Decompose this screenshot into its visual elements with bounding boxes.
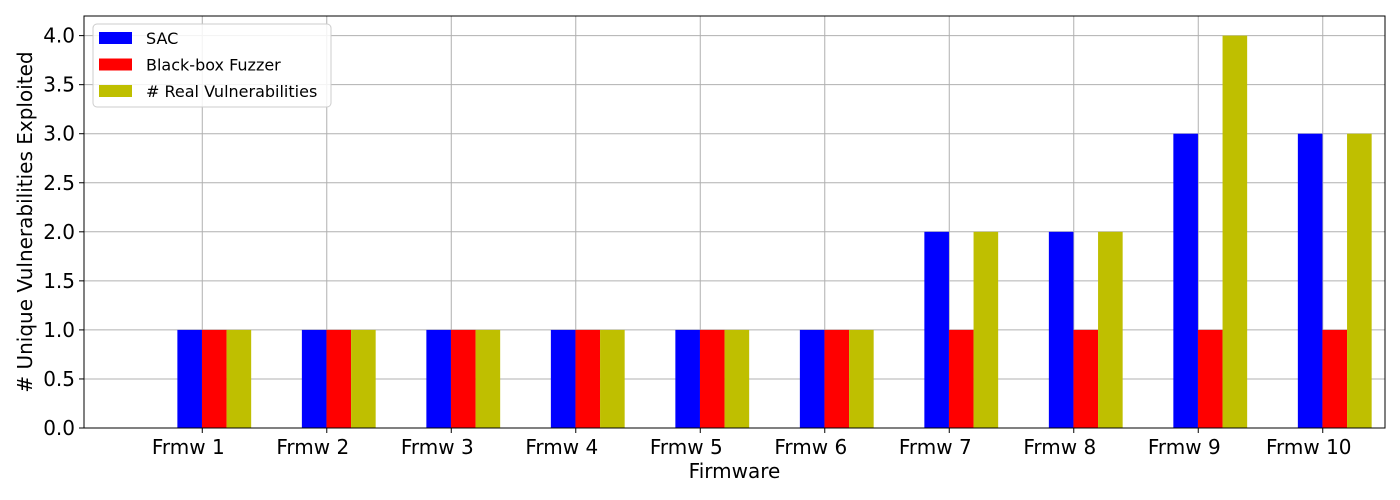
y-tick-label: 3.5	[43, 73, 75, 97]
bar	[450, 329, 476, 428]
bar	[426, 329, 451, 428]
bar	[824, 329, 850, 428]
bar	[1297, 133, 1323, 428]
bar	[177, 329, 202, 428]
y-tick-label: 1.0	[43, 318, 75, 342]
bar	[724, 329, 750, 428]
x-tick-label: Frmw 7	[899, 435, 972, 459]
x-axis-label: Firmware	[689, 459, 781, 483]
bar	[351, 329, 376, 428]
x-tick-label: Frmw 3	[401, 435, 474, 459]
bar	[699, 329, 725, 428]
plot-frame	[83, 15, 1386, 429]
x-tick-label: Frmw 6	[774, 435, 847, 459]
bars	[177, 35, 1372, 428]
bar	[849, 329, 874, 428]
legend: SAC Black-box Fuzzer # Real Vulnerabilitie…	[92, 23, 332, 108]
bar	[1222, 35, 1248, 428]
x-axis: Frmw 1 Frmw 2 Frmw 3 Frmw 4 Frmw 5 Frmw 6 Frmw…	[152, 428, 1352, 459]
bar	[948, 329, 974, 428]
bar	[226, 329, 252, 428]
y-tick-label: 1.5	[43, 269, 75, 293]
x-tick-label: Frmw 10	[1266, 435, 1352, 459]
legend-label: # Real Vulnerabilities	[146, 82, 317, 101]
y-axis-label: # Unique Vulnerabilities Exploited	[13, 51, 37, 392]
x-tick-label: Frmw 2	[276, 435, 349, 459]
x-tick-label: Frmw 1	[152, 435, 225, 459]
y-tick-label: 3.0	[43, 122, 75, 146]
bar	[1322, 329, 1348, 428]
bar	[475, 329, 501, 428]
y-axis: 0.0 0.5 1.0 1.5 2.0 2.5 3.0 3.5 4.0	[43, 24, 84, 440]
bar	[301, 329, 327, 428]
bar	[799, 329, 825, 428]
x-tick-label: Frmw 5	[650, 435, 723, 459]
bar	[600, 329, 625, 428]
bar	[924, 231, 949, 428]
bar	[1048, 231, 1074, 428]
bar	[1073, 329, 1099, 428]
bar	[675, 329, 700, 428]
bar	[326, 329, 352, 428]
x-tick-label: Frmw 8	[1023, 435, 1096, 459]
legend-box	[92, 23, 332, 108]
bar	[575, 329, 601, 428]
x-tick-label: Frmw 9	[1148, 435, 1221, 459]
bar	[1197, 329, 1223, 428]
y-tick-label: 4.0	[43, 24, 75, 48]
legend-swatch	[99, 85, 132, 97]
bar	[1098, 231, 1123, 428]
y-tick-label: 0.0	[43, 416, 75, 440]
bar	[550, 329, 576, 428]
y-tick-label: 2.5	[43, 171, 75, 195]
legend-swatch	[99, 32, 132, 44]
legend-label: Black-box Fuzzer	[146, 56, 281, 75]
bar	[1347, 133, 1372, 428]
legend-label: SAC	[146, 29, 178, 48]
bar	[1173, 133, 1198, 428]
bar	[201, 329, 227, 428]
y-tick-label: 2.0	[43, 220, 75, 244]
bar	[973, 231, 999, 428]
legend-swatch	[99, 58, 132, 71]
x-tick-label: Frmw 4	[525, 435, 598, 459]
y-tick-label: 0.5	[43, 367, 75, 391]
